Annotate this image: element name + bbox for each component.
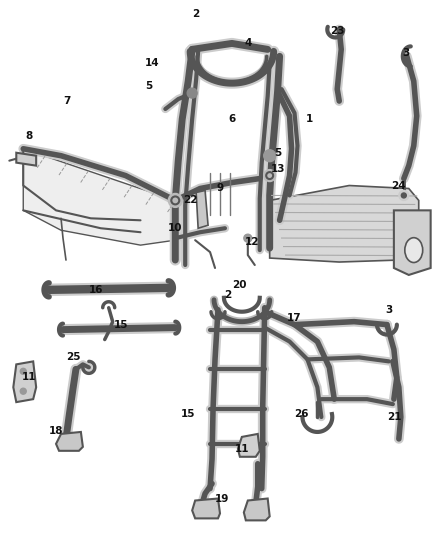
Circle shape <box>187 88 197 98</box>
Text: 2: 2 <box>193 9 200 19</box>
Circle shape <box>168 193 182 207</box>
Ellipse shape <box>405 238 423 263</box>
Polygon shape <box>196 190 208 228</box>
Text: 19: 19 <box>215 494 229 504</box>
Text: 21: 21 <box>387 412 401 422</box>
Polygon shape <box>56 432 83 451</box>
Text: 1: 1 <box>306 114 313 124</box>
Text: 4: 4 <box>244 38 251 49</box>
Text: 22: 22 <box>183 196 198 205</box>
Text: 18: 18 <box>49 426 63 436</box>
Text: 8: 8 <box>25 131 33 141</box>
Polygon shape <box>244 498 270 520</box>
Text: 12: 12 <box>244 237 259 247</box>
Text: 9: 9 <box>216 183 223 193</box>
Text: 10: 10 <box>168 223 183 233</box>
Text: 5: 5 <box>145 81 152 91</box>
Text: 23: 23 <box>330 27 345 36</box>
Polygon shape <box>238 434 260 457</box>
Text: 3: 3 <box>402 49 410 58</box>
Polygon shape <box>270 185 419 262</box>
Text: 25: 25 <box>66 352 80 362</box>
Circle shape <box>264 150 276 161</box>
Circle shape <box>244 234 252 242</box>
Text: 6: 6 <box>228 114 236 124</box>
Text: 15: 15 <box>181 409 195 419</box>
Text: 11: 11 <box>22 372 36 382</box>
Text: 3: 3 <box>385 305 392 314</box>
Circle shape <box>401 193 406 198</box>
Circle shape <box>264 169 276 182</box>
Text: 7: 7 <box>63 96 71 106</box>
Polygon shape <box>192 498 220 519</box>
Text: 16: 16 <box>88 285 103 295</box>
Polygon shape <box>16 153 36 166</box>
Text: 14: 14 <box>145 58 160 68</box>
Circle shape <box>399 190 409 200</box>
Text: 15: 15 <box>113 320 128 329</box>
Polygon shape <box>23 149 175 245</box>
Text: 17: 17 <box>287 313 302 322</box>
Text: 11: 11 <box>235 444 249 454</box>
Text: 2: 2 <box>224 290 232 300</box>
Text: 13: 13 <box>270 164 285 174</box>
Polygon shape <box>13 361 36 402</box>
Text: 24: 24 <box>392 181 406 190</box>
Polygon shape <box>394 211 431 275</box>
Text: 5: 5 <box>274 148 281 158</box>
Text: 20: 20 <box>233 280 247 290</box>
Text: 26: 26 <box>294 409 309 419</box>
Circle shape <box>20 388 26 394</box>
Circle shape <box>20 368 26 374</box>
